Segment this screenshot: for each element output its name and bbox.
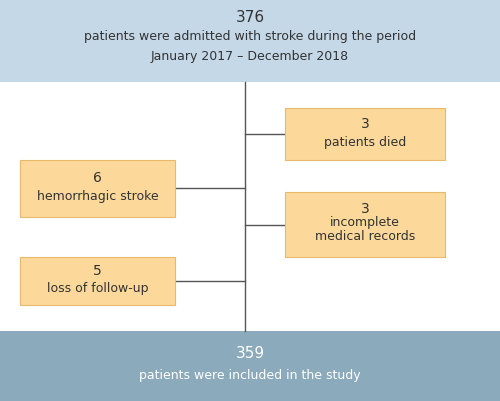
- Text: hemorrhagic stroke: hemorrhagic stroke: [36, 190, 158, 203]
- Text: January 2017 – December 2018: January 2017 – December 2018: [151, 50, 349, 63]
- Text: patients died: patients died: [324, 136, 406, 149]
- Text: 6: 6: [93, 172, 102, 185]
- FancyBboxPatch shape: [0, 331, 500, 401]
- Text: 376: 376: [236, 10, 264, 25]
- Text: 3: 3: [360, 202, 370, 215]
- Text: patients were admitted with stroke during the period: patients were admitted with stroke durin…: [84, 30, 416, 43]
- Text: 5: 5: [93, 264, 102, 277]
- Text: loss of follow-up: loss of follow-up: [47, 282, 148, 295]
- Text: incomplete: incomplete: [330, 216, 400, 229]
- Text: medical records: medical records: [315, 230, 415, 243]
- Text: patients were included in the study: patients were included in the study: [139, 369, 361, 383]
- FancyBboxPatch shape: [20, 160, 175, 217]
- FancyBboxPatch shape: [0, 0, 500, 82]
- Text: 3: 3: [360, 117, 370, 131]
- Text: 359: 359: [236, 346, 264, 361]
- FancyBboxPatch shape: [285, 192, 445, 257]
- FancyBboxPatch shape: [285, 108, 445, 160]
- FancyBboxPatch shape: [20, 257, 175, 305]
